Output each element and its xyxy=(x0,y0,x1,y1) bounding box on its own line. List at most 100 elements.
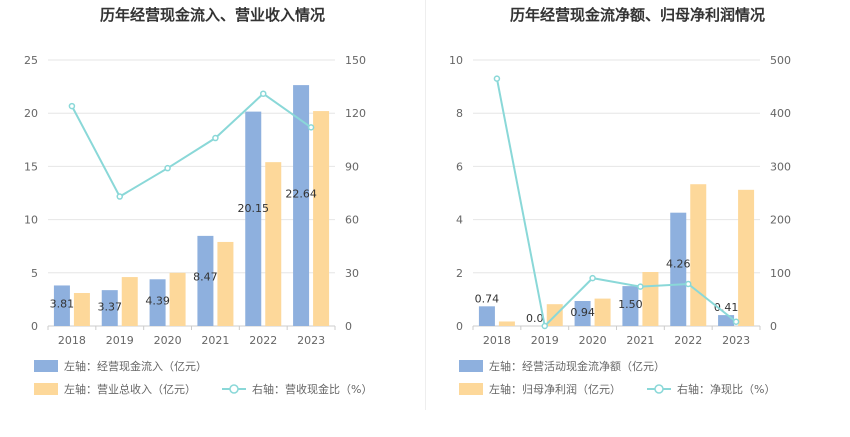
data-label: 20.15 xyxy=(238,202,270,215)
line-point xyxy=(307,124,315,131)
x-tick-label: 2018 xyxy=(58,334,86,347)
y-tick-label-left: 8 xyxy=(456,107,463,120)
legend-label: 左轴：营业总收入（亿元） xyxy=(64,382,196,396)
data-label: 4.39 xyxy=(145,294,170,307)
data-label: 22.64 xyxy=(285,188,317,201)
y-tick-label-right: 200 xyxy=(770,214,791,227)
line-point xyxy=(260,90,267,97)
bar xyxy=(121,277,138,326)
chart-panel-left: 历年经营现金流入、营业收入情况 0 5 10 15 20 25 0 30 60 90 120 150 2… xyxy=(24,6,372,396)
chart-title: 历年经营现金流净额、归母净利润情况 xyxy=(509,6,765,24)
legend-label: 右轴：营收现金比（%） xyxy=(252,382,372,396)
y-tick-label-right: 90 xyxy=(345,160,359,173)
line-point xyxy=(589,274,596,282)
y-tick-label-left: 0 xyxy=(31,320,38,333)
bar xyxy=(690,184,707,326)
bar xyxy=(622,286,639,326)
data-label: 3.37 xyxy=(98,300,123,313)
x-tick-label: 2021 xyxy=(201,334,229,347)
y-tick-label-right: 500 xyxy=(770,54,791,67)
y-tick-label-left: 15 xyxy=(24,160,38,173)
legend-label: 右轴：净现比（%） xyxy=(677,382,775,396)
y-tick-label-right: 0 xyxy=(770,320,777,333)
legend-label: 左轴：归母净利润（亿元） xyxy=(489,382,621,396)
bar xyxy=(197,235,214,326)
y-tick-label-right: 60 xyxy=(345,214,359,227)
line-point xyxy=(637,283,644,290)
y-tick-label-right: 300 xyxy=(770,160,791,173)
bar xyxy=(670,212,687,326)
data-label: 4.26 xyxy=(666,258,691,271)
legend-label: 左轴：经营活动现金流净额（亿元） xyxy=(489,359,665,373)
y-tick-label-left: 10 xyxy=(449,54,463,67)
y-tick-label-left: 0 xyxy=(456,320,463,333)
y-tick-label-left: 4 xyxy=(456,214,463,227)
x-tick-label: 2023 xyxy=(722,334,750,347)
x-tick-label: 2019 xyxy=(531,334,559,347)
legend-swatch xyxy=(34,360,58,372)
chart-svg-left: 0 5 10 15 20 25 0 30 60 90 120 150 2018 2019 2020 2021 2… xyxy=(24,54,372,396)
legend-swatch xyxy=(229,384,239,394)
line-point xyxy=(68,102,76,110)
bar xyxy=(642,272,659,326)
panel-divider xyxy=(425,0,426,410)
data-label: 3.81 xyxy=(50,298,75,311)
legend-swatch xyxy=(459,360,483,372)
x-tick-label: 2021 xyxy=(626,334,654,347)
bar xyxy=(245,111,262,326)
bar xyxy=(149,279,166,326)
bar xyxy=(313,111,330,327)
y-tick-label-right: 100 xyxy=(770,267,791,280)
line-point xyxy=(116,193,123,200)
data-label: 0.0 xyxy=(526,312,544,325)
data-label: 0.94 xyxy=(570,306,595,319)
x-tick-label: 2020 xyxy=(579,334,607,347)
bar xyxy=(498,321,515,326)
bar xyxy=(217,241,234,326)
line-point xyxy=(541,322,548,330)
bar xyxy=(478,306,495,326)
bar xyxy=(53,285,70,326)
line-point xyxy=(164,164,171,172)
y-tick-label-right: 0 xyxy=(345,320,352,333)
y-tick-label-right: 30 xyxy=(345,267,359,280)
bar xyxy=(73,293,90,326)
x-tick-label: 2018 xyxy=(483,334,511,347)
x-tick-label: 2023 xyxy=(297,334,325,347)
bar xyxy=(594,298,611,326)
bar xyxy=(169,272,186,326)
y-tick-label-right: 400 xyxy=(770,107,791,120)
y-tick-label-right: 150 xyxy=(345,54,366,67)
legend-label: 左轴：经营现金流入（亿元） xyxy=(64,359,207,373)
line-point xyxy=(732,318,740,325)
bar xyxy=(293,85,310,326)
x-tick-label: 2022 xyxy=(249,334,277,347)
bar xyxy=(101,290,118,326)
line-point xyxy=(212,134,219,142)
y-tick-label-left: 10 xyxy=(24,214,38,227)
data-label: 0.41 xyxy=(714,301,739,314)
y-tick-label-left: 20 xyxy=(24,107,38,120)
y-tick-label-left: 2 xyxy=(456,267,463,280)
chart-title: 历年经营现金流入、营业收入情况 xyxy=(99,6,325,24)
data-label: 8.47 xyxy=(193,270,218,283)
y-tick-label-left: 25 xyxy=(24,54,38,67)
y-tick-label-right: 120 xyxy=(345,107,366,120)
series-line xyxy=(495,78,737,329)
y-tick-label-left: 6 xyxy=(456,160,463,173)
x-tick-label: 2019 xyxy=(106,334,134,347)
chart-panel-right: 历年经营现金流净额、归母净利润情况 0 2 4 6 8 10 0 100 200 300 400 50… xyxy=(425,0,850,437)
legend-swatch xyxy=(654,384,664,394)
bar xyxy=(265,162,282,326)
bar xyxy=(574,300,591,326)
bar xyxy=(738,189,755,326)
line-point xyxy=(493,75,501,82)
legend-swatch xyxy=(459,383,483,395)
bar xyxy=(718,315,735,326)
legend-swatch xyxy=(34,383,58,395)
data-label: 1.50 xyxy=(618,298,643,311)
data-label: 0.74 xyxy=(475,292,500,305)
x-tick-label: 2020 xyxy=(154,334,182,347)
series-line xyxy=(71,92,312,198)
